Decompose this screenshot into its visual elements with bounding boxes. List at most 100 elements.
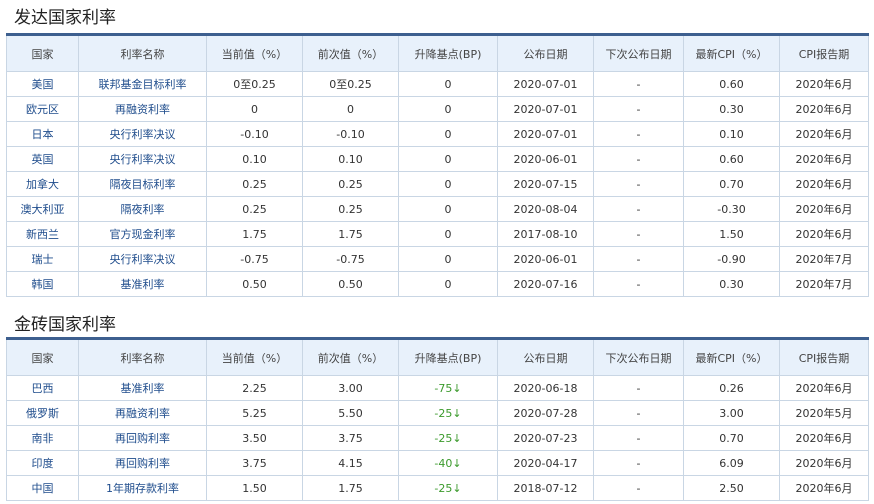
rate-name-cell[interactable]: 隔夜利率 <box>78 196 207 222</box>
country-cell[interactable]: 加拿大 <box>6 171 79 197</box>
bp-change-cell: 0 <box>398 171 498 197</box>
previous-value-cell: -0.75 <box>302 246 399 272</box>
current-value-cell: -0.10 <box>206 121 303 147</box>
column-header: 利率名称 <box>78 337 207 376</box>
bp-change-cell: 0 <box>398 246 498 272</box>
table-row: 印度 再回购利率 3.75 4.15 -40↓ 2020-04-17-6.09 2020年6… <box>6 450 869 476</box>
latest-cpi-cell: 0.30 <box>683 96 780 122</box>
table-row: 瑞士 央行利率决议 -0.75 -0.75 0 2020-06-01- -0.90 2020年… <box>6 246 869 272</box>
current-value-cell: 1.75 <box>206 221 303 247</box>
next-publish-date-cell: - <box>593 271 684 297</box>
latest-cpi-cell: 0.70 <box>683 171 780 197</box>
rate-name-cell[interactable]: 再融资利率 <box>78 400 207 426</box>
publish-date-cell: 2018-07-12 <box>497 475 594 501</box>
latest-cpi-cell: 0.30 <box>683 271 780 297</box>
latest-cpi-cell: -0.90 <box>683 246 780 272</box>
country-cell[interactable]: 南非 <box>6 425 79 451</box>
publish-date-cell: 2020-07-15 <box>497 171 594 197</box>
next-publish-date-cell: - <box>593 475 684 501</box>
column-header: 下次公布日期 <box>593 33 684 72</box>
previous-value-cell: 0.10 <box>302 146 399 172</box>
rate-name-cell[interactable]: 隔夜目标利率 <box>78 171 207 197</box>
next-publish-date-cell: - <box>593 400 684 426</box>
column-header: 利率名称 <box>78 33 207 72</box>
rate-name-cell[interactable]: 央行利率决议 <box>78 121 207 147</box>
rate-name-cell[interactable]: 再回购利率 <box>78 425 207 451</box>
country-cell[interactable]: 美国 <box>6 71 79 97</box>
next-publish-date-cell: - <box>593 96 684 122</box>
current-value-cell: 3.75 <box>206 450 303 476</box>
table-row: 美国 联邦基金目标利率 0至0.25 0至0.25 0 2020-07-01-0.60 20… <box>6 71 869 97</box>
country-cell[interactable]: 瑞士 <box>6 246 79 272</box>
rate-name-cell[interactable]: 基准利率 <box>78 375 207 401</box>
rate-name-cell[interactable]: 再回购利率 <box>78 450 207 476</box>
table-row: 英国 央行利率决议 0.10 0.10 0 2020-06-01-0.60 2020年6月 <box>6 146 869 172</box>
next-publish-date-cell: - <box>593 450 684 476</box>
cpi-period-cell: 2020年6月 <box>779 425 869 451</box>
latest-cpi-cell: 0.60 <box>683 71 780 97</box>
latest-cpi-cell: 0.70 <box>683 425 780 451</box>
cpi-period-cell: 2020年7月 <box>779 246 869 272</box>
country-cell[interactable]: 俄罗斯 <box>6 400 79 426</box>
country-cell[interactable]: 澳大利亚 <box>6 196 79 222</box>
current-value-cell: 3.50 <box>206 425 303 451</box>
rate-name-cell[interactable]: 联邦基金目标利率 <box>78 71 207 97</box>
country-cell[interactable]: 新西兰 <box>6 221 79 247</box>
table-row: 中国 1年期存款利率 1.50 1.75 -25↓ 2018-07-12-2.50 2020… <box>6 475 869 501</box>
latest-cpi-cell: 0.26 <box>683 375 780 401</box>
cpi-period-cell: 2020年6月 <box>779 121 869 147</box>
rate-name-cell[interactable]: 央行利率决议 <box>78 146 207 172</box>
publish-date-cell: 2020-07-01 <box>497 121 594 147</box>
column-header: 前次值（%） <box>302 337 399 376</box>
previous-value-cell: 1.75 <box>302 221 399 247</box>
bp-change-cell: 0 <box>398 96 498 122</box>
publish-date-cell: 2020-07-28 <box>497 400 594 426</box>
cpi-period-cell: 2020年6月 <box>779 146 869 172</box>
latest-cpi-cell: 2.50 <box>683 475 780 501</box>
country-cell[interactable]: 韩国 <box>6 271 79 297</box>
latest-cpi-cell: 0.60 <box>683 146 780 172</box>
cpi-period-cell: 2020年6月 <box>779 375 869 401</box>
country-cell[interactable]: 英国 <box>6 146 79 172</box>
rate-name-cell[interactable]: 央行利率决议 <box>78 246 207 272</box>
bp-change-cell: 0 <box>398 196 498 222</box>
rate-name-cell[interactable]: 再融资利率 <box>78 96 207 122</box>
column-header: 下次公布日期 <box>593 337 684 376</box>
current-value-cell: 0.50 <box>206 271 303 297</box>
column-header: 最新CPI（%） <box>683 337 780 376</box>
header-row: 国家 利率名称 当前值（%） 前次值（%） 升降基点(BP) 公布日期 下次公布日期 最新CP… <box>6 337 869 376</box>
country-cell[interactable]: 巴西 <box>6 375 79 401</box>
next-publish-date-cell: - <box>593 425 684 451</box>
previous-value-cell: 1.75 <box>302 475 399 501</box>
next-publish-date-cell: - <box>593 171 684 197</box>
publish-date-cell: 2020-04-17 <box>497 450 594 476</box>
previous-value-cell: 0 <box>302 96 399 122</box>
bp-change-cell: 0 <box>398 271 498 297</box>
latest-cpi-cell: 0.10 <box>683 121 780 147</box>
next-publish-date-cell: - <box>593 375 684 401</box>
publish-date-cell: 2020-06-01 <box>497 146 594 172</box>
next-publish-date-cell: - <box>593 196 684 222</box>
previous-value-cell: 0.25 <box>302 196 399 222</box>
country-cell[interactable]: 印度 <box>6 450 79 476</box>
country-cell[interactable]: 中国 <box>6 475 79 501</box>
current-value-cell: 0 <box>206 96 303 122</box>
previous-value-cell: 5.50 <box>302 400 399 426</box>
table-row: 南非 再回购利率 3.50 3.75 -25↓ 2020-07-23-0.70 2020年6… <box>6 425 869 451</box>
country-cell[interactable]: 欧元区 <box>6 96 79 122</box>
rate-name-cell[interactable]: 基准利率 <box>78 271 207 297</box>
publish-date-cell: 2020-06-18 <box>497 375 594 401</box>
country-cell[interactable]: 日本 <box>6 121 79 147</box>
cpi-period-cell: 2020年6月 <box>779 450 869 476</box>
current-value-cell: 0.10 <box>206 146 303 172</box>
current-value-cell: 2.25 <box>206 375 303 401</box>
column-header: 公布日期 <box>497 337 594 376</box>
next-publish-date-cell: - <box>593 146 684 172</box>
rate-name-cell[interactable]: 官方现金利率 <box>78 221 207 247</box>
table-row: 新西兰 官方现金利率 1.75 1.75 0 2017-08-10-1.50 2020年6月 <box>6 221 869 247</box>
rate-name-cell[interactable]: 1年期存款利率 <box>78 475 207 501</box>
table-row: 日本 央行利率决议 -0.10 -0.10 0 2020-07-01-0.10 2020年6… <box>6 121 869 147</box>
table-row: 澳大利亚 隔夜利率 0.25 0.25 0 2020-08-04- -0.30 2020年6月 <box>6 196 869 222</box>
publish-date-cell: 2020-07-23 <box>497 425 594 451</box>
previous-value-cell: 3.75 <box>302 425 399 451</box>
